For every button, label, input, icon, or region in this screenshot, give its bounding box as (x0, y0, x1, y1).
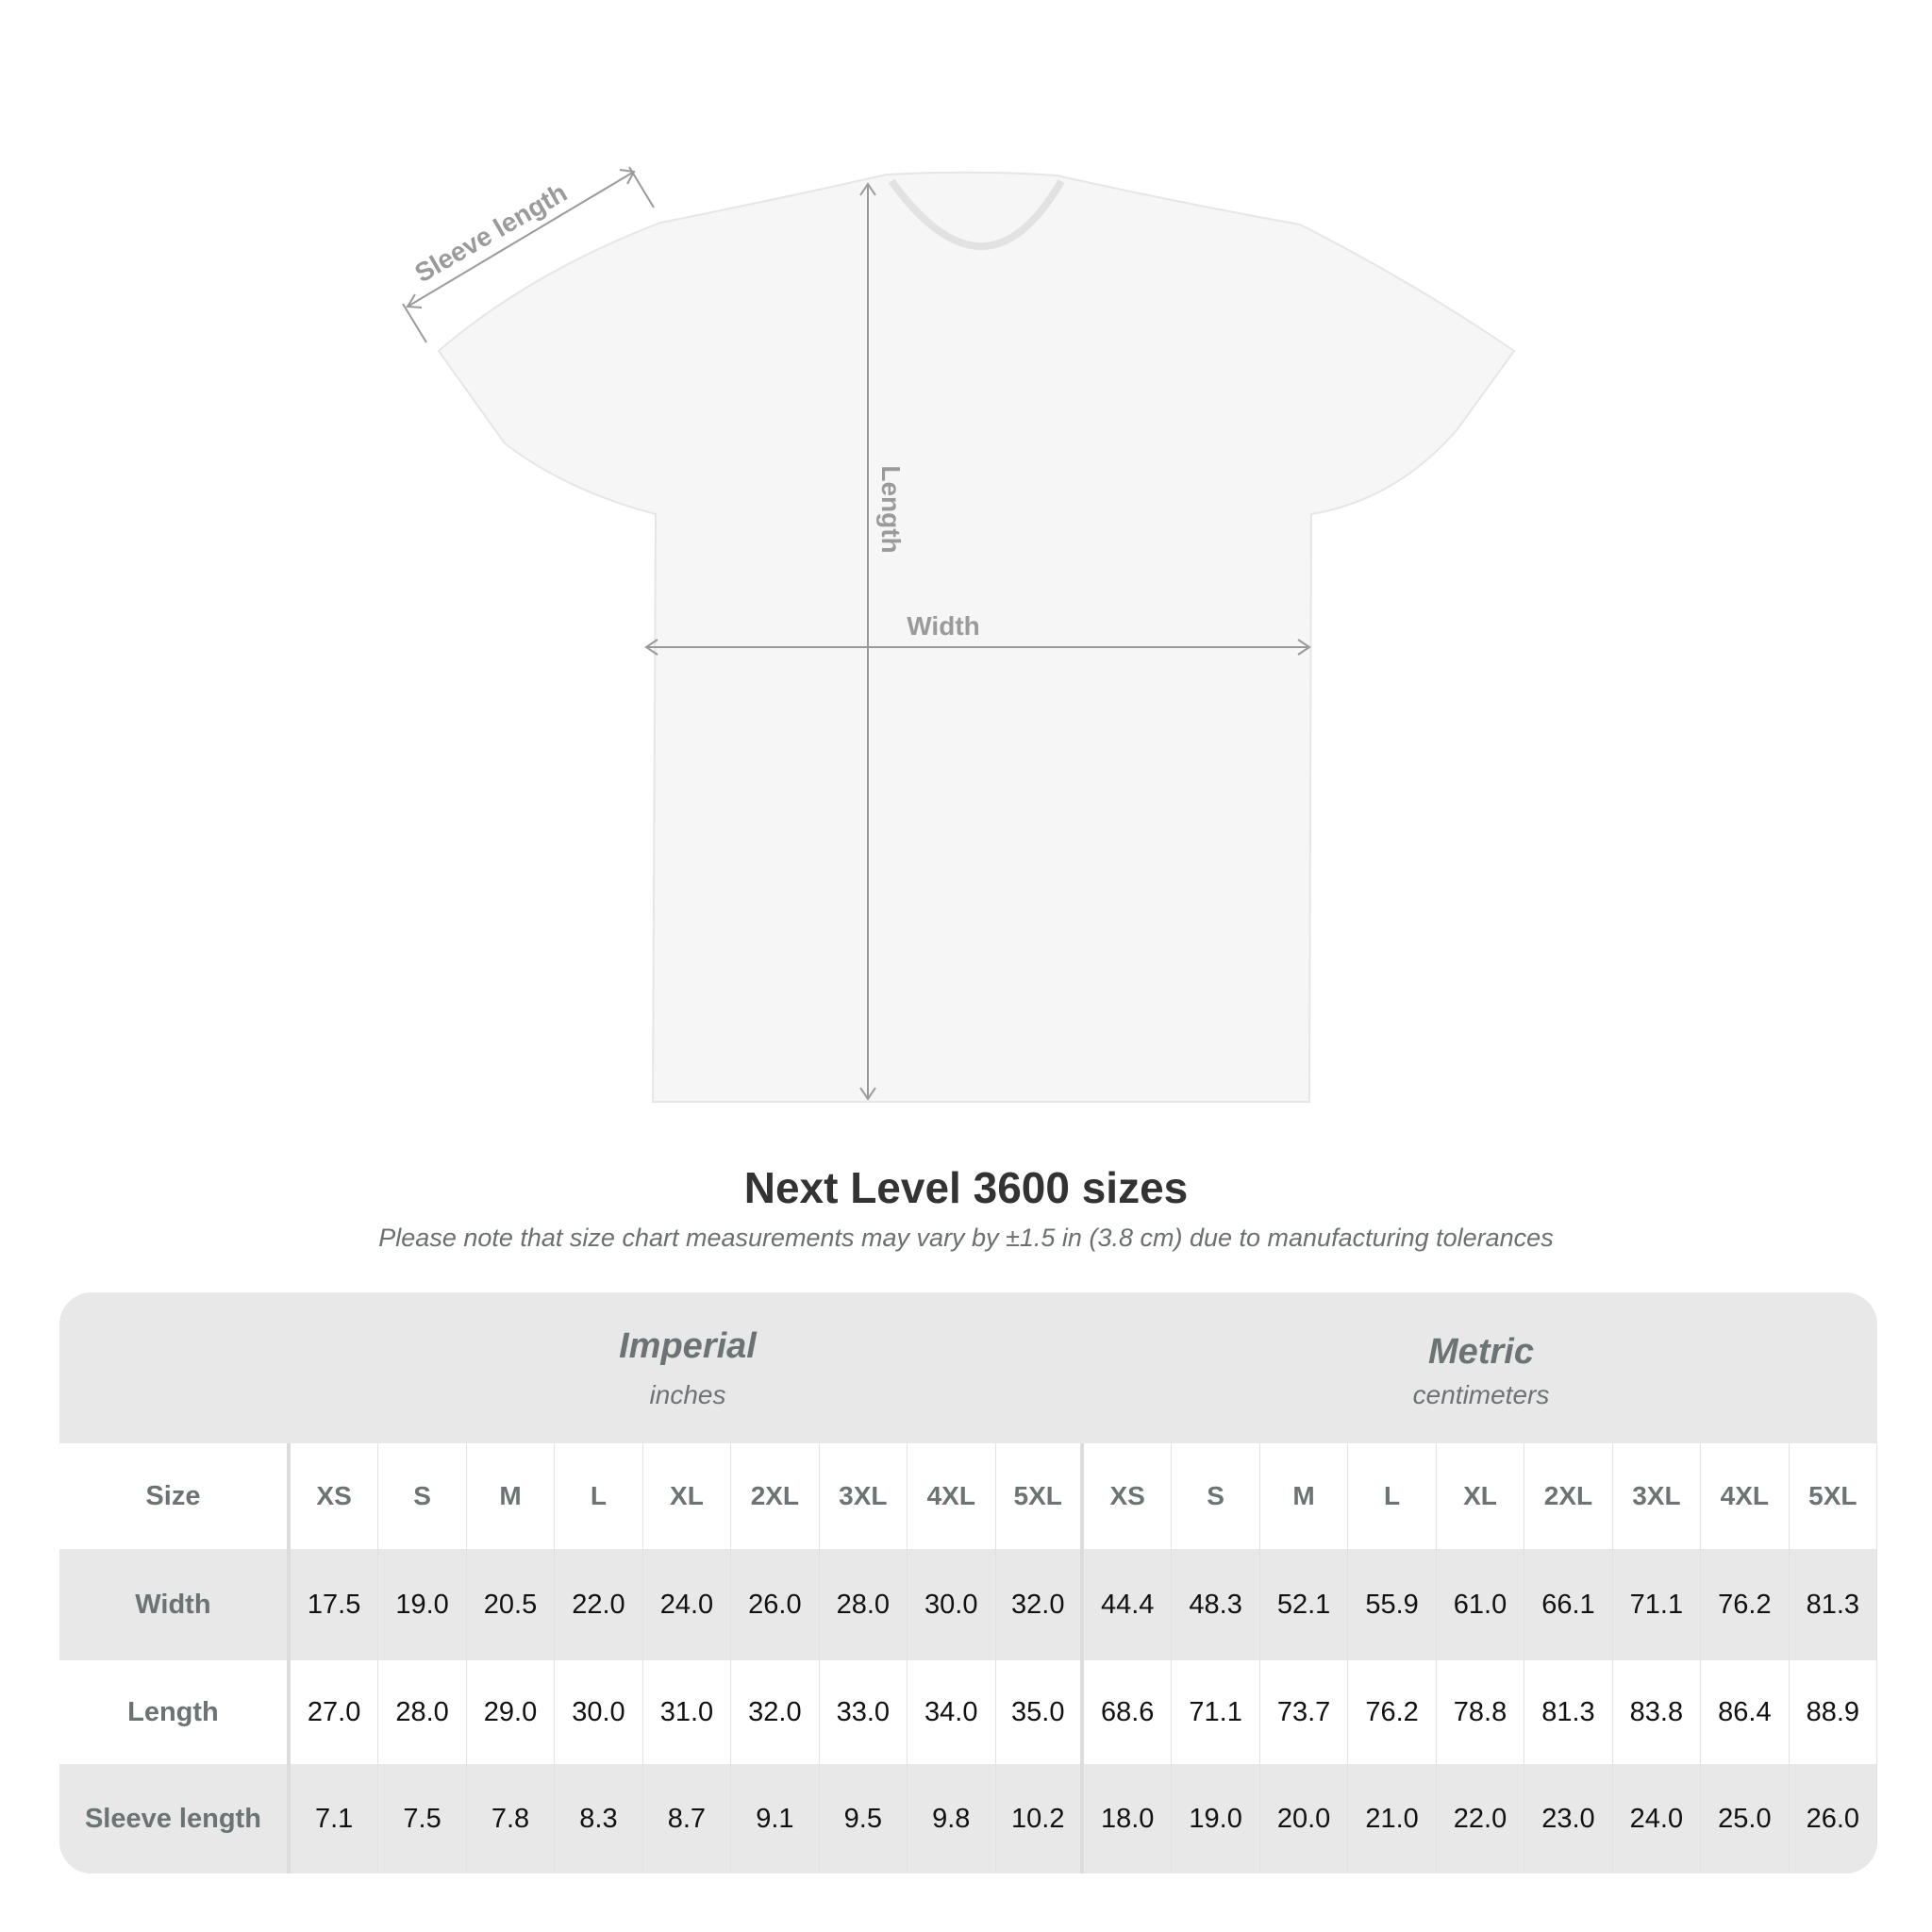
table-cell: 30.0 (908, 1549, 996, 1660)
table-cell: 24.0 (1613, 1764, 1702, 1874)
table-row: Width 17.5 19.0 20.5 22.0 24.0 26.0 28.0 30.0 32.… (59, 1549, 1877, 1660)
size-header-cell: L (1348, 1443, 1437, 1549)
table-cell: 8.3 (555, 1764, 643, 1874)
collar (888, 178, 1065, 250)
size-header-cell: 4XL (908, 1443, 996, 1549)
table-cell: 33.0 (820, 1660, 908, 1764)
table-cell: 20.0 (1260, 1764, 1349, 1874)
table-cell: 32.0 (996, 1549, 1084, 1660)
tolerance-note: Please note that size chart measurements… (378, 1224, 1554, 1252)
table-cell: 22.0 (1437, 1764, 1525, 1874)
width-label: Width (907, 611, 980, 641)
table-cell: 9.8 (908, 1764, 996, 1874)
table-cell: 55.9 (1348, 1549, 1437, 1660)
table-cell: 8.7 (643, 1764, 732, 1874)
table-cell: 83.8 (1613, 1660, 1702, 1764)
row-label: Size (59, 1443, 291, 1549)
table-cell: 22.0 (555, 1549, 643, 1660)
imperial-title: Imperial (619, 1326, 757, 1366)
table-cell: 25.0 (1701, 1764, 1790, 1874)
table-row: Length 27.0 28.0 29.0 30.0 31.0 32.0 33.0 34.0 35… (59, 1660, 1877, 1764)
table-cell: 28.0 (378, 1660, 467, 1764)
table-cell: 10.2 (996, 1764, 1084, 1874)
size-header-cell: L (555, 1443, 643, 1549)
size-header-cell: XS (291, 1443, 379, 1549)
table-cell: 66.1 (1524, 1549, 1613, 1660)
table-cell: 68.6 (1084, 1660, 1173, 1764)
size-header-cell: 2XL (731, 1443, 820, 1549)
table-cell: 32.0 (731, 1660, 820, 1764)
size-header-cell: S (1172, 1443, 1260, 1549)
size-header-cell: 2XL (1524, 1443, 1613, 1549)
size-header-cell: M (467, 1443, 556, 1549)
measure-lines (402, 166, 1311, 1101)
imperial-header: Imperial inches (291, 1292, 1085, 1443)
table-cell: 78.8 (1437, 1660, 1525, 1764)
table-row: Sleeve length 7.1 7.5 7.8 8.3 8.7 9.1 9.5 9.8 10.… (59, 1764, 1877, 1874)
table-cell: 86.4 (1701, 1660, 1790, 1764)
table-cell: 26.0 (1790, 1764, 1877, 1874)
table-cell: 20.5 (467, 1549, 556, 1660)
size-table: Imperial inches Metric centimeters Size X… (59, 1292, 1877, 1874)
tshirt-image (437, 171, 1516, 1103)
table-cell: 17.5 (291, 1549, 379, 1660)
table-cell: 19.0 (378, 1549, 467, 1660)
table-cell: 7.8 (467, 1764, 556, 1874)
metric-unit: centimeters (1412, 1380, 1550, 1409)
size-header-cell: S (378, 1443, 467, 1549)
size-header-cell: 4XL (1701, 1443, 1790, 1549)
table-cell: 35.0 (996, 1660, 1084, 1764)
table-cell: 9.5 (820, 1764, 908, 1874)
row-label: Sleeve length (59, 1764, 291, 1874)
row-label: Length (59, 1660, 291, 1764)
table-cell: 24.0 (643, 1549, 732, 1660)
length-label: Length (876, 465, 906, 553)
metric-title: Metric (1428, 1332, 1534, 1372)
table-cell: 7.5 (378, 1764, 467, 1874)
size-header-cell: 5XL (1790, 1443, 1877, 1549)
sleeve-length-label: Sleeve length (409, 177, 572, 288)
size-header-cell: M (1260, 1443, 1349, 1549)
table-cell: 61.0 (1437, 1549, 1525, 1660)
table-cell: 48.3 (1172, 1549, 1260, 1660)
table-cell: 27.0 (291, 1660, 379, 1764)
table-cell: 9.1 (731, 1764, 820, 1874)
table-cell: 81.3 (1790, 1549, 1877, 1660)
table-cell: 44.4 (1084, 1549, 1173, 1660)
table-cell: 19.0 (1172, 1764, 1260, 1874)
table-cell: 29.0 (467, 1660, 556, 1764)
table-cell: 81.3 (1524, 1660, 1613, 1764)
size-header-cell: 3XL (1613, 1443, 1702, 1549)
table-cell: 88.9 (1790, 1660, 1877, 1764)
table-cell: 23.0 (1524, 1764, 1613, 1874)
table-cell: 76.2 (1701, 1549, 1790, 1660)
metric-header: Metric centimeters (1085, 1292, 1877, 1443)
size-header-cell: XL (1437, 1443, 1525, 1549)
size-header-cell: 5XL (996, 1443, 1084, 1549)
table-cell: 30.0 (555, 1660, 643, 1764)
table-cell: 52.1 (1260, 1549, 1349, 1660)
table-cell: 21.0 (1348, 1764, 1437, 1874)
table-cell: 73.7 (1260, 1660, 1349, 1764)
table-cell: 34.0 (908, 1660, 996, 1764)
size-header-cell: 3XL (820, 1443, 908, 1549)
table-cell: 18.0 (1084, 1764, 1173, 1874)
size-header-cell: XS (1084, 1443, 1173, 1549)
table-cell: 31.0 (643, 1660, 732, 1764)
page-title: Next Level 3600 sizes (743, 1163, 1189, 1212)
table-cell: 76.2 (1348, 1660, 1437, 1764)
table-cell: 26.0 (731, 1549, 820, 1660)
table-cell: 28.0 (820, 1549, 908, 1660)
table-cell: 71.1 (1172, 1660, 1260, 1764)
tshirt-diagram: Sleeve length Length Width (402, 166, 1516, 1103)
size-header-cell: XL (643, 1443, 732, 1549)
imperial-unit: inches (649, 1380, 726, 1409)
size-header-row: Size XS S M L XL 2XL 3XL 4XL 5XL XS S M L XL 2XL 3XL 4XL 5… (59, 1443, 1877, 1549)
table-cell: 7.1 (291, 1764, 379, 1874)
table-cell: 71.1 (1613, 1549, 1702, 1660)
row-label: Width (59, 1549, 291, 1660)
